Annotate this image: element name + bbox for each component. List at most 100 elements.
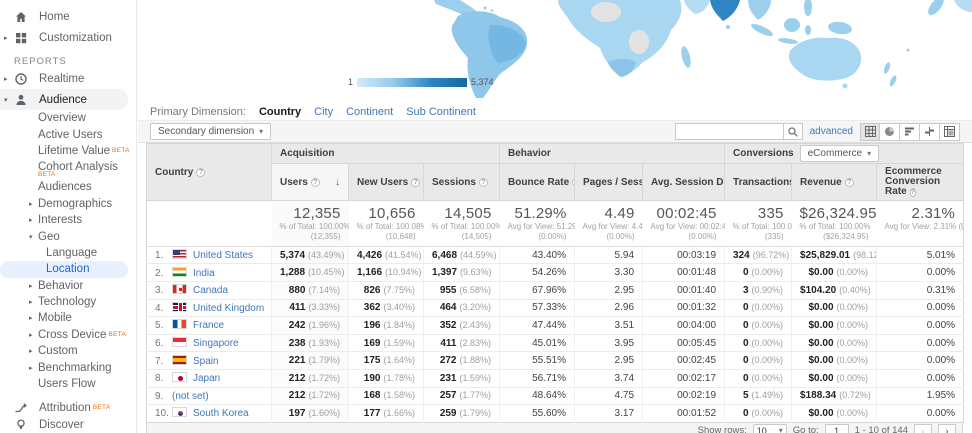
map-region-brazil[interactable] <box>488 24 526 64</box>
prev-page-icon[interactable]: ‹ <box>914 424 932 433</box>
map-region-australia[interactable] <box>788 37 862 81</box>
sidebar-item-cross-device[interactable]: ▸ Cross Device BETA <box>29 328 127 341</box>
dimension-sub-continent[interactable]: Sub Continent <box>406 105 476 118</box>
sidebar-item-technology[interactable]: ▸ Technology <box>29 296 97 309</box>
dimension-country[interactable]: Country <box>258 105 302 118</box>
map-region-tasmania[interactable] <box>842 83 848 89</box>
row-rank: 6. <box>155 338 164 350</box>
sidebar-item-discover[interactable]: Discover <box>0 416 136 433</box>
sidebar-item-mobile[interactable]: ▸ Mobile <box>29 312 72 325</box>
secondary-dimension-button[interactable]: Secondary dimension <box>150 123 272 140</box>
col-header-pages-session[interactable]: Pages / Session <box>574 163 644 201</box>
map-region-africa[interactable] <box>558 0 682 77</box>
search-input[interactable] <box>674 123 783 140</box>
sidebar-item-customization[interactable]: ▸ Customization <box>4 31 112 44</box>
map-region-indochina[interactable] <box>748 0 771 20</box>
map-region-india[interactable] <box>710 0 740 21</box>
row-rank: 8. <box>155 373 164 385</box>
map-region-caribbean[interactable] <box>483 6 487 10</box>
map-region-new-guinea[interactable] <box>827 20 852 35</box>
sidebar-item-users-flow[interactable]: Users Flow <box>38 378 96 391</box>
help-icon[interactable] <box>478 177 488 187</box>
help-icon[interactable] <box>844 177 854 187</box>
map-region-java[interactable] <box>778 37 799 45</box>
next-page-icon[interactable]: › <box>938 424 956 433</box>
ecr-cell: 0.00% <box>876 351 964 370</box>
sidebar-item-benchmarking[interactable]: ▸ Benchmarking <box>29 361 112 374</box>
sidebar-item-location[interactable]: Location <box>0 261 128 278</box>
expand-icon: ▸ <box>29 299 33 307</box>
col-header-country[interactable]: Country <box>146 143 272 201</box>
country-flag-icon <box>172 284 187 295</box>
help-icon[interactable] <box>310 177 320 187</box>
col-header-revenue[interactable]: Revenue <box>791 163 878 201</box>
map-region-philippines[interactable] <box>804 0 812 16</box>
map-region-madagascar[interactable] <box>679 45 692 68</box>
sidebar-item-cohort-analysis[interactable]: Cohort Analysis BETA <box>38 160 118 178</box>
map-region-sri-lanka[interactable] <box>726 25 730 29</box>
country-link[interactable]: United States <box>193 250 254 262</box>
sidebar-item-demographics[interactable]: ▸ Demographics <box>29 197 113 210</box>
map-region-new-zealand[interactable] <box>888 75 898 88</box>
country-link[interactable]: United Kingdom <box>193 302 265 314</box>
sidebar-item-home[interactable]: Home <box>0 6 136 27</box>
conversions-goal-select[interactable]: eCommerce <box>799 145 880 162</box>
sidebar-item-interests[interactable]: ▸ Interests <box>29 214 83 227</box>
sidebar-item-audiences[interactable]: Audiences <box>38 181 92 194</box>
country-link[interactable]: South Korea <box>193 408 249 420</box>
show-rows-select[interactable]: 10 <box>752 424 787 433</box>
sidebar-item-lifetime-value[interactable]: Lifetime Value BETA <box>38 144 130 157</box>
table-view-icon[interactable] <box>860 122 880 141</box>
country-link[interactable]: India <box>193 267 215 279</box>
sidebar-item-audience[interactable]: ▾ Audience <box>0 89 128 110</box>
percentage-view-icon[interactable] <box>880 122 900 141</box>
help-icon[interactable] <box>196 167 206 177</box>
map-region-africa-nodata[interactable] <box>591 2 621 22</box>
help-icon[interactable] <box>909 188 916 197</box>
col-header-users[interactable]: Users↓ <box>271 163 349 201</box>
map-region-sumatra[interactable] <box>750 22 775 38</box>
sidebar-item-active-users[interactable]: Active Users <box>38 128 103 141</box>
col-header-bounce-rate[interactable]: Bounce Rate <box>499 163 576 201</box>
country-link[interactable]: (not set) <box>172 390 209 402</box>
sidebar-item-language[interactable]: Language <box>46 246 98 259</box>
sidebar-item-realtime[interactable]: ▸ Realtime <box>4 72 85 85</box>
sidebar-item-geo[interactable]: ▾ Geo <box>29 230 60 243</box>
sidebar-item-custom[interactable]: ▸ Custom <box>29 345 78 358</box>
col-header-avg-duration[interactable]: Avg. Session Duration <box>642 163 726 201</box>
map-region-south-africa[interactable] <box>608 59 636 77</box>
dimension-city[interactable]: City <box>314 105 334 118</box>
map-region-east-asia[interactable] <box>954 0 972 12</box>
performance-view-icon[interactable] <box>900 122 920 141</box>
col-header-new-users[interactable]: New Users <box>348 163 424 201</box>
country-link[interactable]: France <box>193 320 225 332</box>
country-link[interactable]: Canada <box>193 285 229 297</box>
map-region-fiji[interactable] <box>906 48 910 52</box>
advanced-search-link[interactable]: advanced <box>809 126 853 137</box>
search-icon[interactable] <box>782 123 803 140</box>
map-region-new-zealand[interactable] <box>883 62 892 75</box>
country-link[interactable]: Singapore <box>193 338 239 350</box>
avg-duration-cell: 00:01:48 <box>642 263 725 282</box>
sidebar-item-attribution[interactable]: Attribution BETA <box>0 399 136 416</box>
sidebar-item-behavior[interactable]: ▸ Behavior <box>29 279 84 292</box>
pivot-view-icon[interactable] <box>940 122 960 141</box>
goto-page-input[interactable] <box>824 424 849 433</box>
col-header-sessions[interactable]: Sessions <box>422 163 501 201</box>
map-region-sulawesi[interactable] <box>805 25 811 35</box>
dimension-continent[interactable]: Continent <box>346 105 394 118</box>
help-icon[interactable] <box>411 177 421 187</box>
map-region-borneo[interactable] <box>784 18 800 32</box>
col-header-transactions[interactable]: Transactions <box>724 163 793 201</box>
comparison-view-icon[interactable] <box>920 122 940 141</box>
map-region-japan[interactable] <box>925 0 946 18</box>
map-region-africa-nodata[interactable] <box>629 30 649 54</box>
help-icon[interactable] <box>572 177 574 187</box>
country-link[interactable]: Japan <box>193 373 221 385</box>
sidebar-item-overview[interactable]: Overview <box>38 112 86 125</box>
map-region-arabia[interactable] <box>684 0 710 14</box>
map-region-caribbean[interactable] <box>490 9 494 12</box>
col-header-ecommerce-conversion-rate[interactable]: Ecommerce Conversion Rate <box>876 163 965 201</box>
sessions-cell: 1,397 (9.63%) <box>422 263 500 282</box>
country-link[interactable]: Spain <box>193 355 219 367</box>
